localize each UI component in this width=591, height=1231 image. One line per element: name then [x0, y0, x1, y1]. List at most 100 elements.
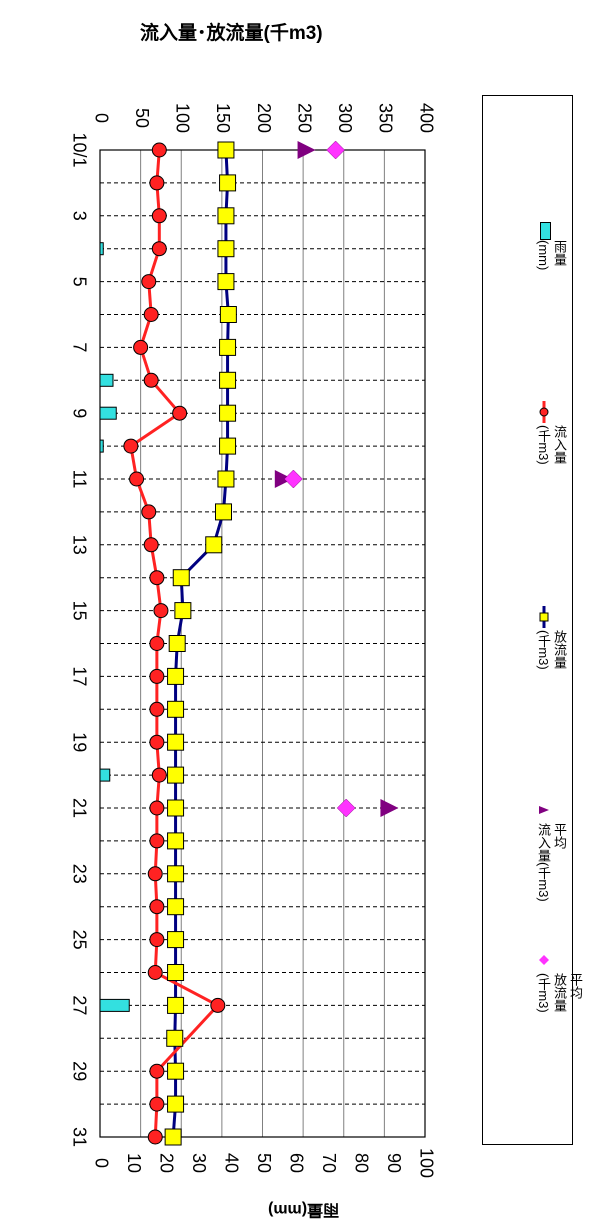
legend-label-inflow: 流入量 (千m3) [536, 425, 567, 465]
outflow-point [167, 996, 185, 1014]
inflow-point [151, 142, 167, 158]
legend-label-rain: 雨量 (mm) [536, 240, 567, 271]
rain-bar [99, 373, 114, 387]
date-tick-label: 21 [69, 798, 89, 818]
outflow-point [215, 503, 232, 521]
flow-tick-label: 200 [254, 103, 274, 133]
avg-inflow-point [380, 799, 399, 817]
avg-outflow-diamond-icon [539, 955, 549, 965]
inflow-point [151, 767, 167, 783]
flow-tick-label: 100 [173, 103, 193, 133]
date-tick-label: 29 [69, 1061, 89, 1081]
outflow-point [172, 569, 190, 587]
avg-inflow-triangle-icon [539, 806, 549, 814]
outflow-point [168, 635, 186, 652]
avg-outflow-point [284, 469, 303, 489]
inflow-point [149, 175, 165, 191]
inflow-point [149, 1096, 165, 1112]
outflow-point [167, 667, 185, 685]
legend-item-avg-inflow: 平均 流入量(千m3) [483, 801, 574, 971]
rain-tick-label: 70 [319, 1153, 339, 1173]
outflow-point [167, 1062, 185, 1080]
outflow-point [217, 141, 235, 159]
date-tick-label: 27 [69, 995, 89, 1015]
outflow-point [166, 1029, 184, 1047]
outflow-point [164, 1128, 182, 1146]
outflow-point [219, 404, 237, 422]
legend-item-rain: 雨量 (mm) [483, 216, 574, 386]
outflow-line-swatch-icon [539, 606, 549, 628]
date-tick-label: 17 [69, 666, 89, 686]
date-tick-label: 19 [69, 732, 89, 752]
rain-tick-label: 40 [221, 1153, 241, 1173]
rain-tick-label: 30 [189, 1153, 209, 1173]
inflow-point [149, 833, 165, 849]
outflow-point [217, 470, 235, 488]
outflow-point [167, 898, 185, 916]
legend-label-avg-outflow: 平均 放流量 (千m3) [536, 973, 583, 1013]
date-tick-label: 9 [69, 408, 89, 418]
outflow-point [167, 700, 185, 718]
inflow-line-swatch-icon [539, 401, 549, 423]
outflow-point [205, 536, 223, 554]
date-tick-label: 7 [69, 342, 89, 352]
plot-border [99, 149, 426, 1138]
outflow-point [219, 306, 237, 323]
inflow-point [151, 241, 167, 257]
inflow-point [129, 471, 145, 487]
rain-bar [99, 998, 130, 1012]
outflow-point [217, 273, 235, 291]
outflow-point [174, 602, 192, 620]
outflow-point [167, 799, 185, 817]
date-tick-label: 31 [69, 1127, 89, 1147]
avg-inflow-point [274, 470, 293, 488]
outflow-point [219, 338, 237, 356]
outflow-point [167, 964, 185, 981]
rain-tick-label: 100 [416, 1148, 436, 1178]
outflow-point [217, 207, 235, 225]
date-tick-label: 5 [69, 277, 89, 287]
inflow-point [147, 965, 163, 980]
date-tick-label: 13 [69, 535, 89, 555]
date-tick-label: 23 [69, 864, 89, 884]
inflow-point [149, 701, 165, 717]
inflow-point [149, 734, 165, 750]
legend-item-avg-outflow: 平均 放流量 (千m3) [483, 951, 583, 1121]
inflow-point [210, 997, 226, 1013]
inflow-point [149, 899, 165, 915]
inflow-point [143, 537, 159, 553]
rain-tick-label: 20 [156, 1153, 176, 1173]
rain-axis-label: 雨量(mm) [268, 1201, 340, 1218]
legend-item-inflow: 流入量 (千m3) [483, 401, 574, 571]
flow-tick-label: 150 [213, 103, 233, 133]
date-tick-label: 15 [69, 601, 89, 621]
inflow-point [147, 1129, 163, 1145]
outflow-point [167, 733, 185, 751]
inflow-point [141, 504, 157, 520]
inflow-point [149, 800, 165, 816]
legend-item-outflow: 放流量 (千m3) [483, 606, 574, 776]
date-tick-label: 3 [69, 211, 89, 221]
outflow-point [219, 174, 237, 192]
outflow-point [167, 931, 185, 949]
outflow-point [167, 865, 185, 883]
inflow-point [133, 339, 149, 355]
flow-tick-label: 400 [416, 103, 436, 133]
inflow-point [149, 668, 165, 684]
inflow-point [149, 932, 165, 948]
outflow-point [217, 240, 235, 258]
rain-tick-label: 0 [91, 1158, 111, 1168]
rain-bar [99, 242, 104, 256]
avg-outflow-point [336, 798, 356, 818]
date-tick-label: 10/1 [69, 132, 89, 167]
inflow-point [153, 603, 169, 619]
inflow-point [149, 636, 165, 651]
flow-tick-label: 350 [376, 103, 396, 133]
outflow-point [167, 766, 185, 784]
legend-label-avg-inflow: 平均 流入量(千m3) [536, 823, 567, 902]
inflow-point [151, 208, 167, 224]
outflow-point [167, 1095, 185, 1113]
rain-bar [99, 439, 104, 453]
flow-tick-label: 50 [132, 108, 152, 128]
